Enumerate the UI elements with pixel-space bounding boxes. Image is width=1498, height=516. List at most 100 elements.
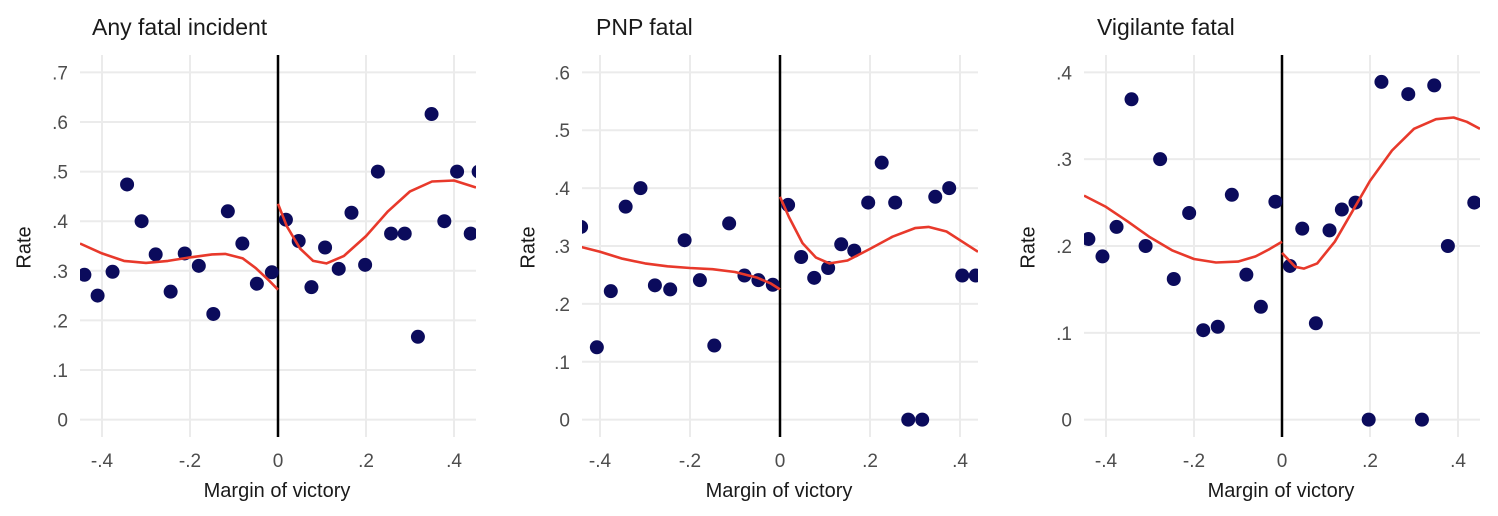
data-point	[437, 214, 452, 229]
y-tick-label: 0	[559, 411, 570, 432]
data-point	[1109, 219, 1124, 234]
y-tick-label: .4	[52, 212, 68, 233]
data-point	[1401, 87, 1416, 102]
data-point	[424, 107, 439, 122]
data-point	[915, 412, 930, 427]
data-point	[834, 237, 849, 252]
data-point	[344, 205, 359, 220]
data-point	[206, 306, 221, 321]
data-point	[264, 265, 279, 280]
fit-curve-left	[582, 245, 781, 291]
panel-title: Vigilante fatal	[1097, 14, 1235, 40]
data-point	[861, 195, 876, 210]
data-point	[1253, 299, 1268, 314]
data-point	[163, 284, 178, 299]
panel-pnp-fatal: PNP fatal Rate Margin of victory 0.1.2.3…	[500, 0, 1000, 516]
data-point	[471, 165, 476, 179]
data-point	[90, 288, 105, 303]
data-point	[821, 260, 836, 275]
panel-title: PNP fatal	[596, 14, 693, 40]
data-point	[794, 249, 809, 264]
x-tick-label: .4	[446, 451, 462, 472]
y-tick-label: .4	[1056, 63, 1072, 84]
data-point	[1322, 223, 1337, 238]
data-point	[722, 216, 737, 231]
data-point	[1153, 152, 1168, 167]
data-point	[1166, 271, 1181, 286]
fit-curve-right	[1281, 116, 1480, 270]
y-tick-label: .2	[52, 311, 68, 332]
data-point	[1224, 187, 1239, 202]
plot-area: 0 .1 .2 .3 .4 .5 .6 .7 -.4 -.2 0 .2 .4	[52, 55, 476, 472]
y-tick-label: .6	[554, 63, 570, 84]
plot-area: 0 .1 .2 .3 .4 -.4 -.2 0 .2 .4	[1056, 55, 1480, 472]
y-tick-label: .1	[554, 353, 570, 374]
data-point	[384, 226, 399, 241]
data-point	[80, 267, 92, 282]
data-point	[1182, 206, 1197, 221]
y-tick-label: .5	[554, 121, 570, 142]
x-tick-label: .4	[1450, 451, 1466, 472]
data-point	[589, 340, 604, 355]
data-point	[1210, 319, 1225, 334]
data-point	[1467, 195, 1480, 210]
y-tick-label: .3	[52, 262, 68, 283]
data-point	[942, 181, 957, 196]
data-point	[1196, 323, 1211, 338]
panel-any-fatal: Any fatal incident Rate Margin of victor…	[0, 0, 500, 516]
y-tick-label: .2	[554, 295, 570, 316]
data-point	[901, 412, 916, 427]
data-point	[134, 214, 149, 229]
x-tick-label: -.2	[179, 451, 201, 472]
x-tick-label: .2	[358, 451, 374, 472]
plot-area: 0 .1 .2 .3 .4 .5 .6 -.4 -.2 0 .2 .4	[554, 55, 978, 472]
data-point	[450, 164, 465, 179]
y-tick-label: .1	[1056, 324, 1072, 345]
data-point	[1361, 412, 1376, 427]
data-point	[677, 233, 692, 248]
y-tick-label: .7	[52, 63, 68, 84]
data-point	[1138, 239, 1153, 253]
data-point	[120, 177, 135, 192]
panel-title: Any fatal incident	[92, 14, 268, 40]
data-point	[1440, 239, 1455, 253]
data-point	[397, 226, 412, 241]
data-point	[1308, 316, 1323, 331]
data-point	[1427, 78, 1442, 93]
x-axis-label: Margin of victory	[705, 480, 853, 502]
x-tick-label: -.2	[679, 451, 701, 472]
x-tick-label: -.4	[1095, 451, 1118, 472]
x-tick-label: -.4	[589, 451, 612, 472]
y-tick-label: .5	[52, 163, 68, 184]
y-tick-label: .6	[52, 113, 68, 134]
data-point	[874, 155, 889, 170]
data-point	[1282, 258, 1297, 273]
data-point	[358, 257, 373, 272]
fit-curve-left	[80, 242, 279, 291]
data-point	[647, 278, 662, 293]
data-point	[888, 195, 903, 210]
y-tick-label: 0	[1061, 411, 1072, 432]
data-point	[249, 276, 264, 291]
y-tick-label: 0	[57, 411, 68, 432]
fit-curve-left	[1084, 194, 1283, 264]
data-point	[235, 236, 250, 251]
data-point	[220, 204, 235, 219]
data-point	[1374, 74, 1389, 89]
data-point	[582, 219, 589, 234]
y-tick-label: .1	[52, 361, 68, 382]
data-point	[304, 280, 319, 295]
x-axis-label: Margin of victory	[203, 480, 351, 502]
x-tick-label: 0	[775, 451, 786, 472]
data-point	[410, 329, 425, 344]
data-point	[807, 270, 822, 285]
data-point	[318, 240, 333, 255]
data-point	[1295, 221, 1310, 236]
x-tick-label: -.2	[1183, 451, 1205, 472]
x-tick-label: .4	[952, 451, 968, 472]
data-point	[663, 282, 678, 297]
fit-curve-right	[778, 196, 978, 265]
y-tick-label: .3	[554, 237, 570, 258]
data-point	[928, 189, 943, 204]
data-layer	[80, 107, 476, 344]
